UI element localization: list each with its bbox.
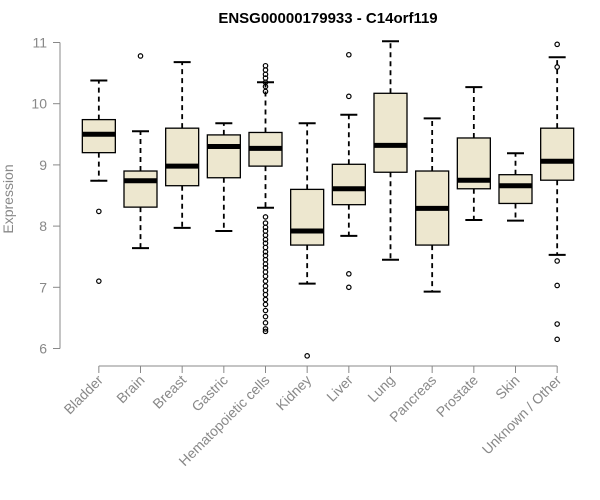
outlier-point xyxy=(262,319,269,326)
x-tick-label: Breast xyxy=(149,372,189,412)
outlier-point xyxy=(262,236,269,243)
x-tick-label: Bladder xyxy=(61,372,107,418)
outlier-point xyxy=(262,328,269,335)
y-axis-title: Expression xyxy=(0,164,16,233)
outlier-point xyxy=(262,301,269,308)
box-brain xyxy=(123,53,158,250)
box-lung xyxy=(373,40,408,261)
x-tick-label: Liver xyxy=(323,372,356,405)
outlier-point xyxy=(346,271,352,277)
x-tick-label: Brain xyxy=(113,372,147,406)
outlier-point xyxy=(262,307,269,314)
outlier-point xyxy=(346,93,352,100)
box-skin xyxy=(498,152,533,222)
outlier-point xyxy=(262,313,269,320)
y-axis: 6 7 8 9 10 11 xyxy=(31,35,61,357)
outlier-point xyxy=(262,88,269,95)
box-iqr xyxy=(498,174,533,205)
box-iqr xyxy=(123,170,158,208)
x-tick-label: Kidney xyxy=(273,372,315,414)
box-iqr xyxy=(540,127,575,181)
outlier-point xyxy=(262,278,269,284)
y-tick-label: 8 xyxy=(39,218,47,234)
y-tick-label: 6 xyxy=(39,341,47,357)
outlier-point xyxy=(262,214,269,220)
outlier-point xyxy=(262,71,269,78)
outlier-point xyxy=(346,51,352,58)
box-iqr xyxy=(165,127,200,187)
outlier-point xyxy=(346,284,352,291)
box-iqr xyxy=(373,92,408,173)
box-bladder xyxy=(81,79,116,284)
x-tick-label: Unknown / Other xyxy=(479,372,565,458)
chart-title: ENSG00000179933 - C14orf119 xyxy=(218,10,437,27)
outlier-point xyxy=(554,282,560,289)
box-gastric xyxy=(206,122,241,232)
outlier-point xyxy=(262,296,269,303)
y-tick-label: 10 xyxy=(31,96,47,112)
y-tick-label: 11 xyxy=(32,35,47,51)
outlier-point xyxy=(554,321,560,327)
outlier-point xyxy=(554,336,560,343)
outlier-point xyxy=(554,64,560,70)
box-unknown-other xyxy=(540,41,575,343)
outlier-point xyxy=(262,261,269,267)
outlier-point xyxy=(96,278,102,284)
y-tick-label: 9 xyxy=(39,157,47,173)
outlier-point xyxy=(137,53,144,59)
outlier-point xyxy=(554,41,560,48)
outlier-point xyxy=(96,208,102,215)
box-series xyxy=(81,40,575,359)
box-prostate xyxy=(456,86,491,221)
outlier-point xyxy=(262,249,269,255)
box-hematopoietic-cells xyxy=(248,62,283,335)
box-iqr xyxy=(206,134,241,179)
box-breast xyxy=(165,61,200,229)
outlier-point xyxy=(304,353,310,359)
box-iqr xyxy=(331,163,366,206)
y-tick-label: 7 xyxy=(39,279,47,295)
box-kidney xyxy=(290,122,325,359)
box-pancreas xyxy=(415,117,450,293)
x-tick-label: Prostate xyxy=(433,372,481,420)
outlier-point xyxy=(262,326,269,332)
outlier-point xyxy=(262,224,269,231)
x-tick-label: Lung xyxy=(364,372,397,405)
box-iqr xyxy=(290,188,325,246)
outlier-point xyxy=(554,258,560,264)
box-liver xyxy=(331,51,366,291)
x-tick-label: Skin xyxy=(492,372,523,403)
